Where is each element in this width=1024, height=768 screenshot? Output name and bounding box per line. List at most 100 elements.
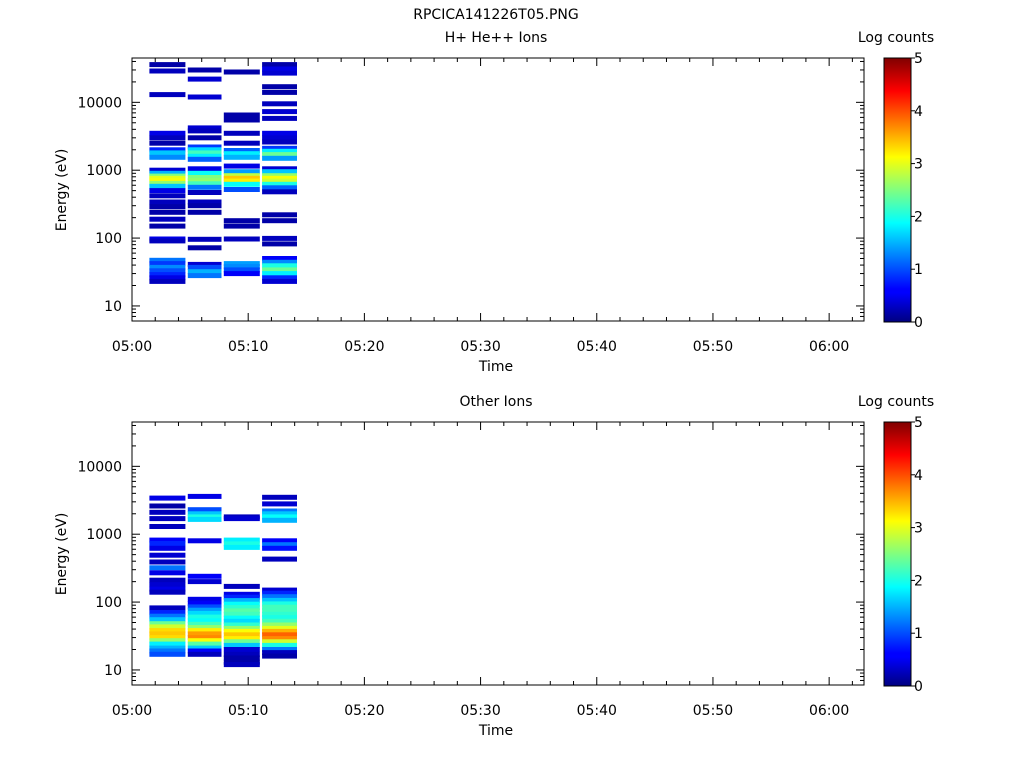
heatmap-cell — [149, 641, 186, 647]
heatmap-cell — [223, 541, 260, 547]
heatmap-cell — [262, 511, 297, 517]
heatmap-cell — [149, 150, 186, 156]
colorbar-tick-label: 2 — [914, 209, 923, 225]
plot-axes: 05:00 05:10 05:20 05:30 05:40 05:50 06:00 10 100… — [77, 57, 865, 355]
heatmap-cell — [262, 647, 297, 652]
heatmap-cell — [187, 635, 222, 641]
heatmap-cell — [149, 264, 186, 270]
heatmap-cell — [262, 278, 297, 284]
heatmap-cell — [223, 591, 260, 597]
heatmap-cell — [262, 70, 297, 76]
heatmap-cell — [187, 135, 222, 141]
heatmap-cell — [262, 636, 297, 642]
heatmap-cell — [262, 494, 297, 500]
heatmap-cell — [223, 544, 260, 550]
heatmap-cell — [223, 615, 260, 621]
x-tick-label: 05:40 — [577, 703, 617, 719]
heatmap-cell — [187, 651, 222, 657]
plot-frame — [131, 57, 865, 322]
y-tick-label: 10000 — [77, 459, 122, 475]
heatmap-cell — [149, 541, 186, 546]
x-tick-label: 05:50 — [693, 703, 733, 719]
heatmap-cell — [149, 545, 186, 551]
heatmap-cell — [149, 582, 186, 588]
heatmap-cell — [149, 135, 186, 141]
heatmap-cell — [262, 611, 297, 617]
heatmap-cell — [149, 651, 186, 657]
other-ions-panel: Other Ions 05:00 05:10 05:20 05:30 05:40 05:5… — [54, 394, 934, 739]
heatmap-cell — [149, 586, 186, 592]
heatmap-cell — [149, 628, 186, 634]
y-tick-label: 1000 — [86, 527, 122, 543]
heatmap-cell — [149, 516, 186, 522]
colorbar-tick-label: 0 — [914, 315, 923, 331]
x-tick-label: 05:00 — [112, 703, 152, 719]
heatmap-cell — [262, 115, 297, 121]
heatmap-cell — [149, 209, 186, 215]
heatmap-cell — [262, 212, 297, 218]
heatmap-cell — [187, 199, 222, 205]
x-tick-label: 05:30 — [460, 703, 500, 719]
heatmap-cell — [149, 635, 186, 641]
heatmap-cell — [223, 632, 260, 638]
heatmap-cell — [223, 639, 260, 645]
heatmap-cell — [262, 175, 297, 181]
heatmap-cell — [187, 573, 222, 579]
heatmap-cell — [187, 125, 222, 131]
colorbar-label: Log counts — [858, 394, 934, 410]
heatmap-cell — [149, 154, 186, 160]
y-tick-label: 100 — [95, 231, 122, 247]
heatmap-cell — [262, 275, 297, 281]
x-axis-label: Time — [478, 723, 513, 739]
heatmap-cell — [149, 552, 186, 558]
heatmap-cell — [262, 650, 297, 656]
x-tick-label: 05:50 — [693, 339, 733, 355]
heatmap-cell — [262, 169, 297, 175]
colorbar — [883, 421, 912, 687]
heatmap-cell — [187, 638, 222, 644]
heatmap-cell — [223, 601, 260, 607]
x-axis-label: Time — [478, 359, 513, 375]
heatmap-cell — [149, 275, 186, 281]
heatmap-cell — [187, 245, 222, 251]
heatmap-cell — [223, 537, 260, 543]
y-axis-label: Energy (eV) — [54, 149, 70, 232]
heatmap-cell — [187, 181, 222, 187]
colorbar-ticks: 0 1 2 3 4 5 — [911, 51, 923, 331]
heatmap-cell — [149, 193, 186, 199]
heatmap-cell — [262, 632, 297, 638]
colorbar-tick-label: 0 — [914, 679, 923, 695]
heatmap-cell — [187, 144, 222, 150]
heatmap-cell — [187, 178, 222, 184]
heatmap-cell — [262, 267, 297, 273]
colorbar-tick-label: 1 — [914, 626, 923, 642]
heatmap-cell — [187, 76, 222, 82]
heatmap-cell — [262, 597, 297, 603]
heatmap-cell — [262, 628, 297, 634]
heatmap-cell — [262, 538, 297, 544]
heatmap-cell — [187, 596, 222, 602]
heatmap-cell — [223, 636, 260, 642]
heatmap-cell — [262, 256, 297, 261]
heatmap-cell — [149, 268, 186, 274]
heatmap-cell — [262, 66, 297, 72]
heatmap-cell — [262, 101, 297, 107]
heatmap-cell — [223, 261, 260, 267]
heatmap-cell — [187, 628, 222, 634]
heatmap-cell — [187, 153, 222, 159]
heatmap-cell — [149, 495, 186, 501]
colorbar-tick-label: 2 — [914, 573, 923, 589]
heatmap-cell — [149, 610, 186, 616]
heatmap-cell — [262, 145, 297, 151]
heatmap-cell — [149, 570, 186, 576]
x-tick-label: 05:20 — [344, 339, 384, 355]
heatmap-cell — [223, 181, 260, 187]
heatmap-cell — [149, 92, 186, 98]
heatmap-cell — [149, 621, 186, 627]
heatmap-cell — [187, 604, 222, 610]
heatmap-cell — [223, 69, 260, 75]
heatmap-cell — [187, 621, 222, 627]
heatmap-cell — [187, 648, 222, 654]
heatmap-cell — [149, 589, 186, 595]
